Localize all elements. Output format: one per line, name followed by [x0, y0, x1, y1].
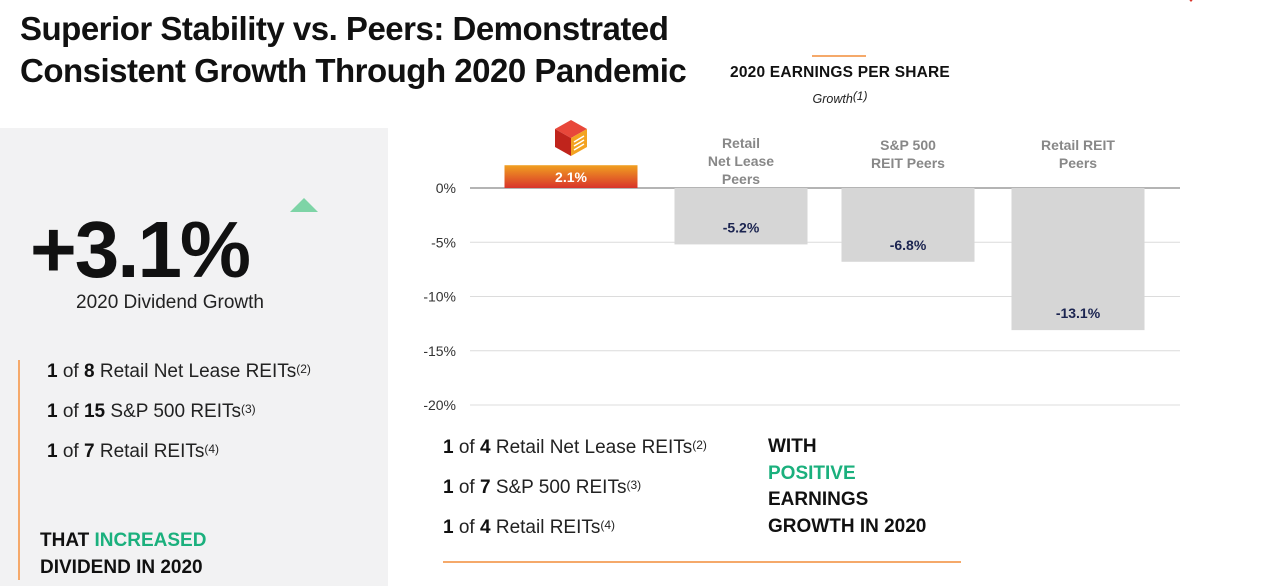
- data-label: -5.2%: [723, 219, 760, 235]
- page-title-line-1: Superior Stability vs. Peers: Demonstrat…: [20, 10, 669, 47]
- corner-logo: [1189, 0, 1193, 2]
- list-item: 1 of 4 Retail REITs(4): [443, 517, 616, 538]
- dividend-growth-stat: +3.1%: [30, 205, 251, 294]
- list-item: 1 of 7 Retail REITs(4): [47, 441, 220, 462]
- category-label: Retail Net Lease Peers: [708, 135, 774, 187]
- company-logo-icon: [555, 120, 587, 156]
- y-tick-label: -20%: [423, 397, 456, 413]
- earnings-ranking-list: 1 of 4 Retail Net Lease REITs(2) 1 of 7 …: [443, 436, 707, 556]
- left-panel: [0, 128, 388, 586]
- category-label: S&P 500 REIT Peers: [871, 137, 945, 171]
- category-label: Retail REIT Peers: [1041, 137, 1115, 171]
- dividend-growth-label: 2020 Dividend Growth: [76, 292, 264, 313]
- eps-growth-chart: 0% -5% -10% -15% -20% 2.1% -5.2% Retail Net Leas…: [423, 120, 1180, 413]
- y-tick-label: -10%: [423, 289, 456, 305]
- list-item: 1 of 8 Retail Net Lease REITs(2): [47, 361, 311, 382]
- page-title: Superior Stability vs. Peers: Demonstrat…: [20, 8, 687, 92]
- y-tick-label: -5%: [431, 234, 456, 250]
- dividend-ranking-list: 1 of 8 Retail Net Lease REITs(2) 1 of 15…: [18, 360, 311, 580]
- chart-title-accent: [812, 55, 866, 57]
- y-tick-label: 0%: [436, 180, 456, 196]
- up-arrow-icon: [290, 198, 318, 212]
- list-item: 1 of 7 S&P 500 REITs(3): [443, 477, 642, 498]
- page-title-line-2: Consistent Growth Through 2020 Pandemic: [20, 52, 687, 89]
- bar-0: [504, 165, 638, 188]
- bar-1: [674, 188, 808, 245]
- data-label: -13.1%: [1056, 305, 1101, 321]
- chart-title: 2020 EARNINGS PER SHARE: [730, 64, 950, 81]
- bottom-accent-line: [443, 561, 961, 563]
- bar-2: [841, 188, 975, 262]
- list-item: 1 of 4 Retail Net Lease REITs(2): [443, 437, 707, 458]
- data-label: 2.1%: [555, 169, 587, 185]
- chart-subtitle: Growth(1): [812, 89, 868, 106]
- data-label: -6.8%: [890, 237, 927, 253]
- y-tick-label: -15%: [423, 343, 456, 359]
- bar-3: [1011, 188, 1145, 331]
- list-item: 1 of 15 S&P 500 REITs(3): [47, 401, 256, 422]
- earnings-callout: WITH POSITIVE EARNINGS GROWTH IN 2020: [768, 436, 927, 537]
- dividend-callout: THAT INCREASED DIVIDEND IN 2020: [40, 530, 207, 578]
